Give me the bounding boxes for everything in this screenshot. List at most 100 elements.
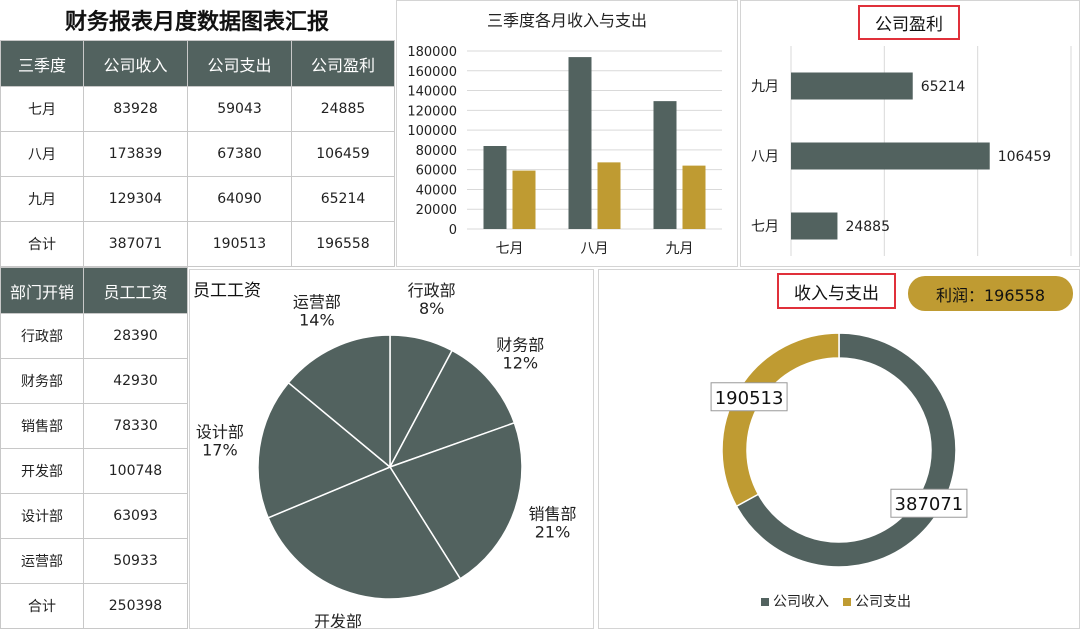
pie-percent-label: 21%: [535, 522, 571, 541]
monthly-income-expense-chart-panel: 三季度各月收入与支出 0 20000 40000 60000 80000 100000 120…: [396, 0, 738, 267]
dept-table-cell: 28390: [83, 313, 188, 359]
pie-label: 开发部: [314, 612, 362, 628]
pie-percent-label: 8%: [419, 299, 444, 318]
profit-chart-title: 公司盈利: [858, 5, 960, 40]
y-tick-label: 60000: [416, 164, 457, 179]
legend-label: 公司收入: [773, 594, 829, 610]
quarter-table-cell: 190513: [187, 221, 292, 267]
dept-table-cell: 100748: [83, 448, 188, 494]
dept-table-cell: 行政部: [0, 313, 84, 359]
quarter-table-cell: 合计: [0, 221, 84, 267]
dept-table-cell: 63093: [83, 493, 188, 539]
y-tick-label: 80000: [416, 144, 457, 159]
y-tick-label: 20000: [416, 203, 457, 218]
quarter-table-cell: 83928: [83, 86, 188, 132]
quarter-table-row: 九月 129304 64090 65214: [0, 176, 395, 222]
quarter-table-cell: 64090: [187, 176, 292, 222]
dept-table-row: 开发部 100748: [0, 448, 188, 494]
quarter-table-cell: 67380: [187, 131, 292, 177]
data-label: 65214: [921, 79, 966, 95]
dept-table-row: 财务部 42930: [0, 358, 188, 404]
dept-table-cell: 设计部: [0, 493, 84, 539]
legend-swatch: [843, 598, 851, 606]
income-expense-donut-chart: 387071 190513 公司收入 公司支出: [710, 332, 968, 610]
quarter-table-cell: 八月: [0, 131, 84, 177]
dept-table-row: 合计 250398: [0, 583, 188, 629]
pie-slice: [267, 466, 462, 600]
pie-label: 销售部: [528, 504, 576, 523]
quarter-table-row: 合计 387071 190513 196558: [0, 221, 395, 267]
y-tick-label: 0: [449, 223, 457, 238]
quarter-table-cell: 129304: [83, 176, 188, 222]
quarter-table: 三季度 公司收入 公司支出 公司盈利 七月 83928 59043 24885 八月 17383…: [0, 40, 395, 267]
profit-chart-panel: 九月 65214 八月 106459 七月 24885 公司盈利: [740, 0, 1080, 267]
x-tick-label: 八月: [581, 241, 609, 257]
profit-bar: [791, 72, 913, 100]
y-tick-label: 七月: [751, 219, 779, 235]
pie-slice: [257, 381, 392, 519]
y-tick-label: 160000: [407, 65, 457, 80]
monthly-income-expense-chart: 三季度各月收入与支出 0 20000 40000 60000 80000 100000 120…: [407, 11, 722, 257]
donut-expense-segment: [721, 332, 840, 508]
y-tick-label: 120000: [407, 104, 457, 119]
x-tick-label: 七月: [496, 241, 524, 257]
donut-chart-title: 收入与支出: [777, 273, 896, 309]
pie-label: 设计部: [196, 423, 244, 442]
quarter-table-header-0: 三季度: [0, 40, 84, 87]
legend-label: 公司支出: [855, 594, 911, 610]
y-tick-label: 180000: [407, 45, 457, 60]
data-label: 106459: [998, 149, 1051, 165]
quarter-table-cell: 59043: [187, 86, 292, 132]
profit-pill: 利润：196558: [908, 276, 1073, 311]
dept-table-cell: 财务部: [0, 358, 84, 404]
y-tick-label: 八月: [751, 149, 779, 165]
income-expense-donut-panel: 387071 190513 公司收入 公司支出 收入与支出 利润：196558: [598, 269, 1080, 629]
quarter-table-cell: 387071: [83, 221, 188, 267]
quarter-table-cell: 173839: [83, 131, 188, 177]
quarter-table-row: 八月 173839 67380 106459: [0, 131, 395, 177]
quarter-table-cell: 24885: [291, 86, 395, 132]
x-tick-label: 九月: [666, 241, 694, 257]
donut-data-label: 387071: [895, 494, 964, 515]
dept-table-row: 行政部 28390: [0, 313, 188, 359]
pie-label: 行政部: [408, 281, 456, 300]
donut-income-segment: [735, 332, 957, 568]
legend-swatch: [761, 598, 769, 606]
dept-table-cell: 销售部: [0, 403, 84, 449]
quarter-table-header-2: 公司支出: [187, 40, 292, 87]
quarter-table-header-1: 公司收入: [83, 40, 188, 87]
quarter-table-cell: 九月: [0, 176, 84, 222]
report-title: 财务报表月度数据图表汇报: [64, 10, 329, 35]
income-bar: [653, 101, 677, 229]
dept-table-cell: 250398: [83, 583, 188, 629]
data-label-box: [710, 382, 788, 412]
pie-slice: [388, 349, 516, 469]
dept-expense-table: 部门开销 员工工资 行政部 28390 财务部 42930 销售部 78330 开发部 1007…: [0, 267, 188, 629]
dept-table-cell: 合计: [0, 583, 84, 629]
dept-table-cell: 运营部: [0, 538, 84, 584]
donut-data-label: 190513: [715, 388, 784, 409]
pie-label: 运营部: [293, 292, 341, 311]
data-label: 24885: [845, 219, 890, 235]
y-tick-label: 100000: [407, 124, 457, 139]
dept-table-header-0: 部门开销: [0, 267, 84, 314]
expense-bar: [512, 170, 536, 229]
dept-table-cell: 42930: [83, 358, 188, 404]
data-label-box: [890, 488, 968, 518]
pie-percent-label: 17%: [202, 441, 238, 460]
y-tick-label: 40000: [416, 183, 457, 198]
dept-table-row: 销售部 78330: [0, 403, 188, 449]
salary-pie-title: 员工工资: [193, 281, 261, 301]
dept-table-row: 运营部 50933: [0, 538, 188, 584]
pie-slice: [287, 334, 391, 469]
expense-bar: [682, 165, 706, 229]
column-chart-title: 三季度各月收入与支出: [487, 11, 647, 30]
profit-bar-chart: 九月 65214 八月 106459 七月 24885: [751, 46, 1072, 256]
dept-table-header-1: 员工工资: [83, 267, 188, 314]
quarter-table-cell: 65214: [291, 176, 395, 222]
profit-bar: [791, 142, 990, 170]
quarter-table-row: 七月 83928 59043 24885: [0, 86, 395, 132]
dept-table-cell: 78330: [83, 403, 188, 449]
